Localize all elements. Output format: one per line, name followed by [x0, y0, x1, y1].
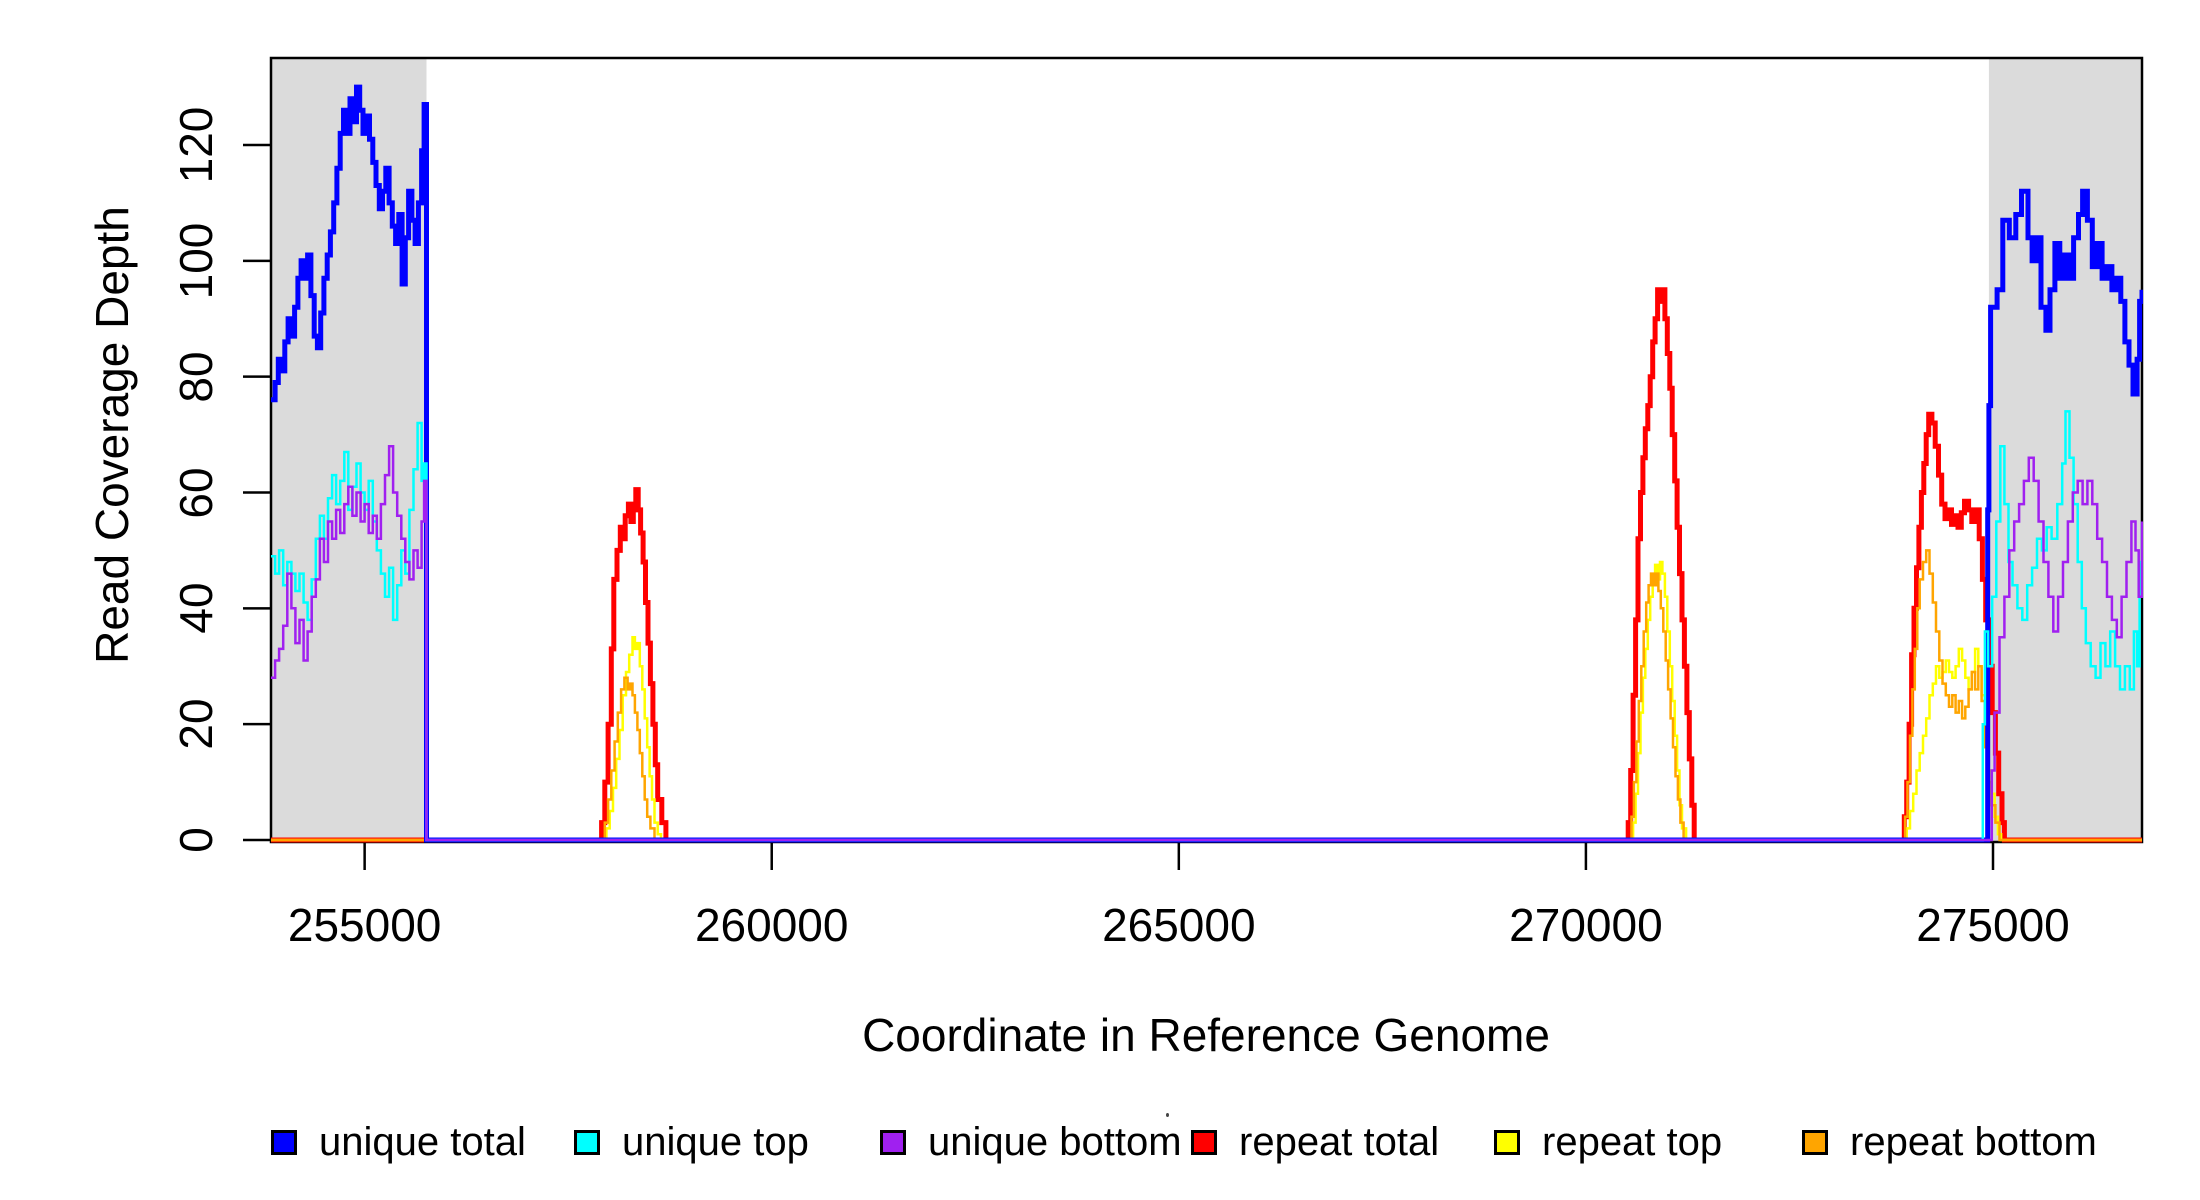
y-tick-label: 120: [170, 106, 222, 184]
legend-swatch-icon: [1802, 1130, 1828, 1155]
plot-box: [269, 56, 2144, 844]
y-tick-label: 20: [170, 698, 222, 750]
series-layer: [271, 84, 2143, 843]
legend-label: repeat total: [1239, 1120, 1440, 1164]
legend-item-repeat-top: repeat top: [1494, 1120, 1722, 1165]
legend-swatch-icon: [271, 1130, 297, 1155]
legend-item-unique-total: unique total: [271, 1120, 526, 1165]
legend-swatch-icon: [574, 1130, 600, 1155]
x-tick-label: 270000: [1509, 899, 1663, 951]
legend-swatch-icon: [1494, 1130, 1520, 1155]
legend-label: repeat bottom: [1850, 1120, 2097, 1164]
legend-label: unique top: [622, 1120, 809, 1164]
series-unique-bottom: [271, 444, 2143, 842]
y-tick-label: 100: [170, 222, 222, 300]
x-axis-title: Coordinate in Reference Genome: [862, 1009, 1550, 1061]
series-repeat-bottom: [271, 549, 2142, 842]
x-tick-label: 275000: [1916, 899, 2070, 951]
series-repeat-top: [271, 560, 2142, 842]
stray-dot: [1166, 1113, 1169, 1117]
series-unique-total: [271, 84, 2143, 843]
y-tick-label: 60: [170, 466, 222, 519]
x-tick-label: 265000: [1102, 899, 1256, 951]
legend-label: unique bottom: [928, 1120, 1182, 1164]
legend-label: repeat top: [1542, 1120, 1723, 1164]
y-tick-label: 40: [170, 582, 222, 634]
series-repeat-total: [271, 287, 2142, 843]
y-axis-title: Read Coverage Depth: [86, 206, 138, 664]
y-tick-label: 80: [170, 351, 222, 403]
legend-item-unique-bottom: unique bottom: [880, 1120, 1182, 1165]
series-unique-top: [271, 410, 2143, 842]
legend-swatch-icon: [880, 1130, 906, 1155]
left-gray-band: [271, 58, 427, 842]
y-tick-label: 0: [170, 827, 222, 853]
x-tick-label: 255000: [287, 899, 442, 951]
legend-swatch-icon: [1191, 1130, 1217, 1155]
legend-item-repeat-total: repeat total: [1191, 1120, 1439, 1165]
legend-item-unique-top: unique top: [574, 1120, 809, 1165]
legend-label: unique total: [319, 1120, 526, 1164]
legend-item-repeat-bottom: repeat bottom: [1802, 1120, 2097, 1165]
x-tick-label: 260000: [694, 899, 849, 951]
